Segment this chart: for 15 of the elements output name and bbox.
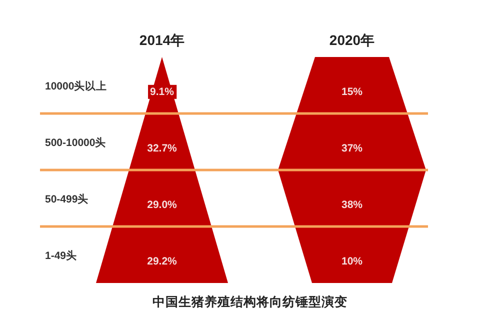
series-label: 2020年 xyxy=(329,32,375,48)
data-label: 32.7% xyxy=(147,142,178,154)
data-label: 29.0% xyxy=(147,198,178,211)
data-label: 29.2% xyxy=(147,255,178,268)
data-label: 9.1% xyxy=(150,86,175,98)
category-label: 50-499头 xyxy=(45,192,89,206)
category-label: 1-49头 xyxy=(45,248,78,262)
category-label: 10000头以上 xyxy=(45,79,108,92)
data-label: 37% xyxy=(341,142,364,154)
data-label: 10% xyxy=(341,255,364,268)
data-label: 38% xyxy=(341,198,364,211)
text: 2014年 xyxy=(139,32,185,48)
data-label: 15% xyxy=(341,86,364,98)
category-label: 500-10000头 xyxy=(45,136,106,149)
text: 中国生猪养殖结构将向纺锤型演变 xyxy=(152,294,348,309)
